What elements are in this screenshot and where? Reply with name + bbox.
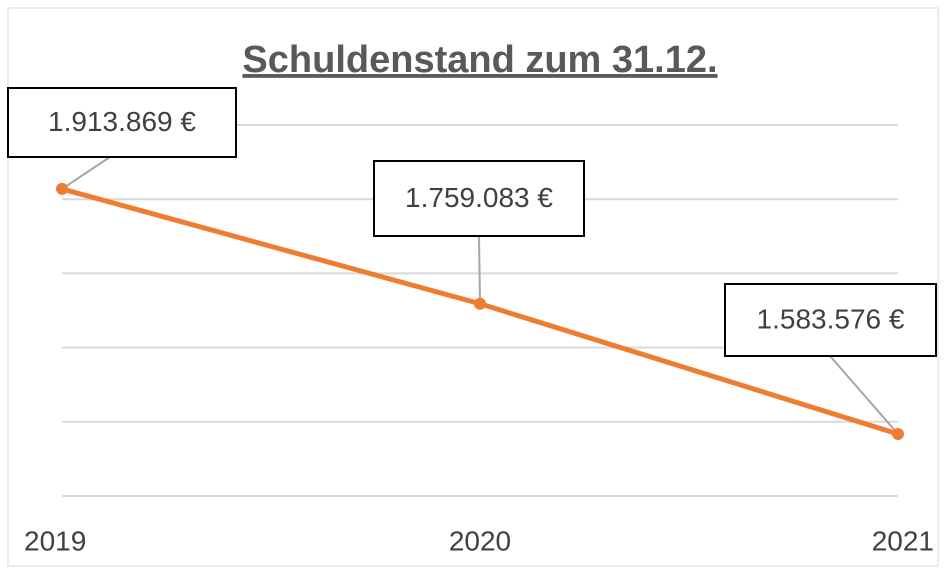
x-tick-label: 2021 xyxy=(872,525,934,556)
data-point xyxy=(474,297,486,310)
x-tick-label: 2019 xyxy=(24,525,86,556)
data-label: 1.583.576 € xyxy=(757,303,905,334)
chart-title: Schuldenstand zum 31.12. xyxy=(242,39,717,81)
data-point xyxy=(56,182,68,195)
x-tick-label: 2020 xyxy=(449,525,511,556)
data-point xyxy=(892,427,904,440)
data-label: 1.913.869 € xyxy=(48,106,196,137)
leader-line xyxy=(478,235,481,304)
label-box xyxy=(373,160,585,237)
label-box xyxy=(7,87,237,158)
data-label: 1.759.083 € xyxy=(405,182,553,213)
leader-line xyxy=(61,156,111,190)
label-box xyxy=(724,283,937,357)
leader-line xyxy=(829,355,899,435)
